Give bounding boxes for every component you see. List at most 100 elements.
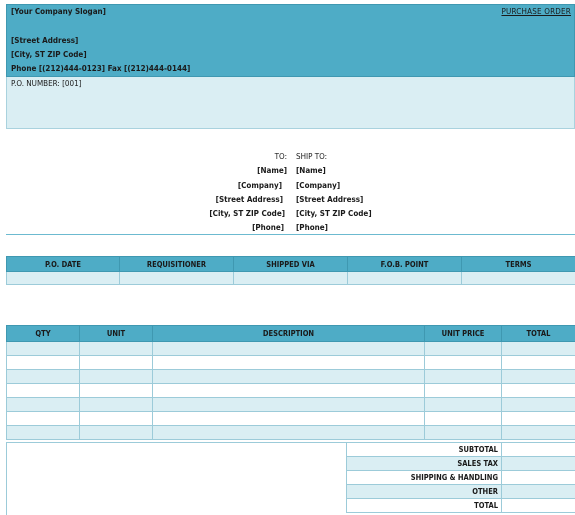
- notes-area[interactable]: [6, 442, 346, 515]
- sales-tax-value[interactable]: [501, 456, 575, 471]
- unit-cell[interactable]: [79, 341, 153, 356]
- col-header-fob-point: F.O.B. POINT: [347, 256, 462, 272]
- line-total-cell[interactable]: [501, 369, 575, 384]
- ship-to-phone: [Phone]: [296, 223, 328, 232]
- po-number: P.O. NUMBER: [001]: [11, 79, 82, 88]
- line-total-cell[interactable]: [501, 411, 575, 426]
- qty-cell[interactable]: [6, 397, 80, 412]
- description-cell[interactable]: [152, 355, 425, 370]
- order-info-table: P.O. DATE REQUISITIONER SHIPPED VIA F.O.…: [6, 256, 575, 285]
- col-header-po-date: P.O. DATE: [6, 256, 120, 272]
- shipped-via-cell[interactable]: [233, 271, 348, 285]
- unit-cell[interactable]: [79, 383, 153, 398]
- col-header-qty: QTY: [6, 325, 80, 342]
- col-header-unit: UNIT: [79, 325, 153, 342]
- company-slogan: [Your Company Slogan]: [11, 7, 106, 16]
- po-date-cell[interactable]: [6, 271, 120, 285]
- line-total-cell[interactable]: [501, 425, 575, 440]
- total-value[interactable]: [501, 498, 575, 513]
- to-name: [Name]: [257, 166, 287, 175]
- unit-cell[interactable]: [79, 397, 153, 412]
- to-company: [Company]: [237, 181, 282, 190]
- description-cell[interactable]: [152, 369, 425, 384]
- other-row: OTHER: [346, 484, 575, 499]
- company-header: [6, 4, 575, 77]
- unit-cell[interactable]: [79, 355, 153, 370]
- qty-cell[interactable]: [6, 411, 80, 426]
- unit-price-cell[interactable]: [424, 383, 502, 398]
- qty-cell[interactable]: [6, 341, 80, 356]
- description-cell[interactable]: [152, 411, 425, 426]
- ship-to-company: [Company]: [296, 181, 341, 190]
- line-items-table: QTY UNIT DESCRIPTION UNIT PRICE TOTAL: [6, 325, 575, 440]
- requisitioner-cell[interactable]: [119, 271, 234, 285]
- table-row: [6, 425, 575, 440]
- col-header-terms: TERMS: [461, 256, 575, 272]
- ship-to-city: [City, ST ZIP Code]: [296, 209, 372, 218]
- sales-tax-row: SALES TAX: [346, 456, 575, 471]
- subtotal-value[interactable]: [501, 442, 575, 457]
- shipping-label: SHIPPING & HANDLING: [346, 470, 502, 485]
- unit-cell[interactable]: [79, 411, 153, 426]
- to-city: [City, ST ZIP Code]: [209, 209, 285, 218]
- to-street: [Street Address]: [215, 195, 283, 204]
- qty-cell[interactable]: [6, 355, 80, 370]
- line-total-cell[interactable]: [501, 397, 575, 412]
- total-row: TOTAL: [346, 498, 575, 513]
- table-row: [6, 397, 575, 412]
- to-label: TO:: [274, 152, 287, 161]
- qty-cell[interactable]: [6, 425, 80, 440]
- company-phone-fax: Phone [(212)444-0123] Fax [(212)444-0144…: [11, 64, 191, 73]
- line-total-cell[interactable]: [501, 341, 575, 356]
- unit-price-cell[interactable]: [424, 355, 502, 370]
- col-header-unit-price: UNIT PRICE: [424, 325, 502, 342]
- ship-to-label: SHIP TO:: [296, 152, 328, 161]
- shipping-row: SHIPPING & HANDLING: [346, 470, 575, 485]
- total-label: TOTAL: [346, 498, 502, 513]
- table-row: [6, 369, 575, 384]
- unit-cell[interactable]: [79, 425, 153, 440]
- other-label: OTHER: [346, 484, 502, 499]
- shipping-value[interactable]: [501, 470, 575, 485]
- unit-price-cell[interactable]: [424, 397, 502, 412]
- table-row: [6, 383, 575, 398]
- description-cell[interactable]: [152, 425, 425, 440]
- col-header-total: TOTAL: [501, 325, 575, 342]
- totals-table: SUBTOTAL SALES TAX SHIPPING & HANDLING O…: [346, 442, 575, 513]
- unit-price-cell[interactable]: [424, 411, 502, 426]
- unit-price-cell[interactable]: [424, 425, 502, 440]
- line-total-cell[interactable]: [501, 355, 575, 370]
- table-row: [6, 411, 575, 426]
- sales-tax-label: SALES TAX: [346, 456, 502, 471]
- col-header-description: DESCRIPTION: [152, 325, 425, 342]
- qty-cell[interactable]: [6, 383, 80, 398]
- description-cell[interactable]: [152, 341, 425, 356]
- document-title: PURCHASE ORDER: [501, 7, 571, 16]
- subtotal-row: SUBTOTAL: [346, 442, 575, 457]
- description-cell[interactable]: [152, 383, 425, 398]
- unit-price-cell[interactable]: [424, 369, 502, 384]
- col-header-requisitioner: REQUISITIONER: [119, 256, 234, 272]
- qty-cell[interactable]: [6, 369, 80, 384]
- ship-to-street: [Street Address]: [296, 195, 364, 204]
- fob-point-cell[interactable]: [347, 271, 462, 285]
- ship-to-name: [Name]: [296, 166, 326, 175]
- order-info-header-row: P.O. DATE REQUISITIONER SHIPPED VIA F.O.…: [6, 256, 575, 272]
- order-info-row: [6, 271, 575, 285]
- section-divider: [6, 234, 575, 235]
- terms-cell[interactable]: [461, 271, 575, 285]
- unit-price-cell[interactable]: [424, 341, 502, 356]
- unit-cell[interactable]: [79, 369, 153, 384]
- table-row: [6, 355, 575, 370]
- company-street: [Street Address]: [11, 36, 79, 45]
- subtotal-label: SUBTOTAL: [346, 442, 502, 457]
- to-phone: [Phone]: [252, 223, 284, 232]
- company-city: [City, ST ZIP Code]: [11, 50, 87, 59]
- table-row: [6, 341, 575, 356]
- line-items-header-row: QTY UNIT DESCRIPTION UNIT PRICE TOTAL: [6, 325, 575, 342]
- line-total-cell[interactable]: [501, 383, 575, 398]
- po-number-band: [6, 77, 575, 129]
- description-cell[interactable]: [152, 397, 425, 412]
- col-header-shipped-via: SHIPPED VIA: [233, 256, 348, 272]
- other-value[interactable]: [501, 484, 575, 499]
